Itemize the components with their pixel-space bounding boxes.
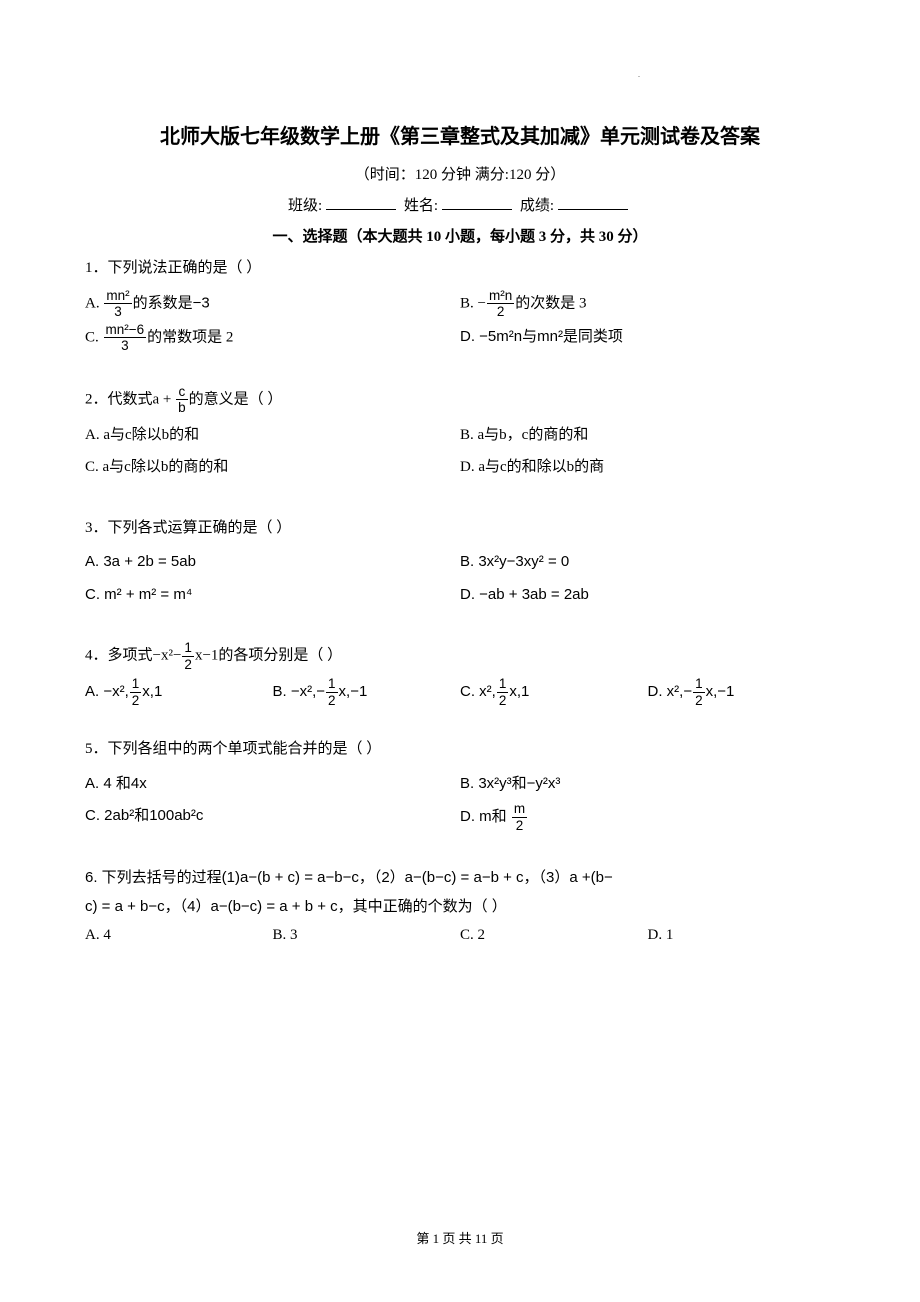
q3-option-b: B. 3x²y−3xy² = 0 [460, 548, 835, 577]
name-label: 姓名: [404, 198, 438, 214]
q1-stem: 1．下列说法正确的是（ ） [85, 254, 835, 283]
question-1: 1．下列说法正确的是（ ） A. mn²3的系数是−3 B. −m²n2的次数是… [85, 254, 835, 357]
q3-option-c: C. m² + m² = m⁴ [85, 581, 460, 610]
q4-stem: 4．多项式−x²−12x−1的各项分别是（ ） [85, 641, 835, 671]
q3-option-a: A. 3a + 2b = 5ab [85, 548, 460, 577]
section-title: 一、选择题（本大题共 10 小题，每小题 3 分，共 30 分） [85, 225, 835, 246]
class-label: 班级: [288, 198, 322, 214]
student-info-line: 班级: 姓名: 成绩: [85, 194, 835, 215]
page-title: 北师大版七年级数学上册《第三章整式及其加减》单元测试卷及答案 [85, 120, 835, 149]
q3-option-d: D. −ab + 3ab = 2ab [460, 581, 835, 610]
q1-option-c: C. mn²−63的常数项是 2 [85, 323, 460, 353]
q3-stem: 3．下列各式运算正确的是（ ） [85, 514, 835, 543]
q6-option-d: D. 1 [648, 921, 836, 950]
q1-option-b: B. −m²n2的次数是 3 [460, 289, 835, 319]
q2-option-a: A. a与c除以b的和 [85, 421, 460, 450]
q6-option-c: C. 2 [460, 921, 648, 950]
q2-option-c: C. a与c除以b的商的和 [85, 453, 460, 482]
page-footer: 第 1 页 共 11 页 [0, 1228, 920, 1247]
subtitle: （时间：120 分钟 满分:120 分） [85, 163, 835, 184]
class-blank [326, 209, 396, 210]
q5-stem: 5．下列各组中的两个单项式能合并的是（ ） [85, 735, 835, 764]
q6-option-b: B. 3 [273, 921, 461, 950]
q6-line1: 6. 下列去括号的过程(1)a−(b + c) = a−b−c，（2）a−(b−… [85, 864, 835, 893]
score-label: 成绩: [520, 198, 554, 214]
name-blank [442, 209, 512, 210]
q5-option-c: C. 2ab²和100ab²c [85, 802, 460, 832]
q1-option-a: A. mn²3的系数是−3 [85, 289, 460, 319]
q5-option-a: A. 4 和4x [85, 770, 460, 799]
q6-option-a: A. 4 [85, 921, 273, 950]
score-blank [558, 209, 628, 210]
q2-option-b: B. a与b，c的商的和 [460, 421, 835, 450]
question-2: 2．代数式a + cb的意义是（ ） A. a与c除以b的和 B. a与b，c的… [85, 385, 835, 486]
q5-option-b: B. 3x²y³和−y²x³ [460, 770, 835, 799]
corner-mark: . [638, 70, 640, 79]
question-5: 5．下列各组中的两个单项式能合并的是（ ） A. 4 和4x B. 3x²y³和… [85, 735, 835, 836]
question-6: 6. 下列去括号的过程(1)a−(b + c) = a−b−c，（2）a−(b−… [85, 864, 835, 950]
q2-option-d: D. a与c的和除以b的商 [460, 453, 835, 482]
q4-option-a: A. −x²,12x,1 [85, 677, 273, 707]
q4-option-b: B. −x²,−12x,−1 [273, 677, 461, 707]
q2-stem: 2．代数式a + cb的意义是（ ） [85, 385, 835, 415]
question-4: 4．多项式−x²−12x−1的各项分别是（ ） A. −x²,12x,1 B. … [85, 641, 835, 707]
question-3: 3．下列各式运算正确的是（ ） A. 3a + 2b = 5ab B. 3x²y… [85, 514, 835, 614]
q5-option-d: D. m和 m2 [460, 802, 835, 832]
q4-option-d: D. x²,−12x,−1 [648, 677, 836, 707]
q4-option-c: C. x²,12x,1 [460, 677, 648, 707]
q1-option-d: D. −5m²n与mn²是同类项 [460, 323, 835, 353]
q6-line2: c) = a + b−c，（4）a−(b−c) = a + b + c，其中正确… [85, 893, 835, 922]
